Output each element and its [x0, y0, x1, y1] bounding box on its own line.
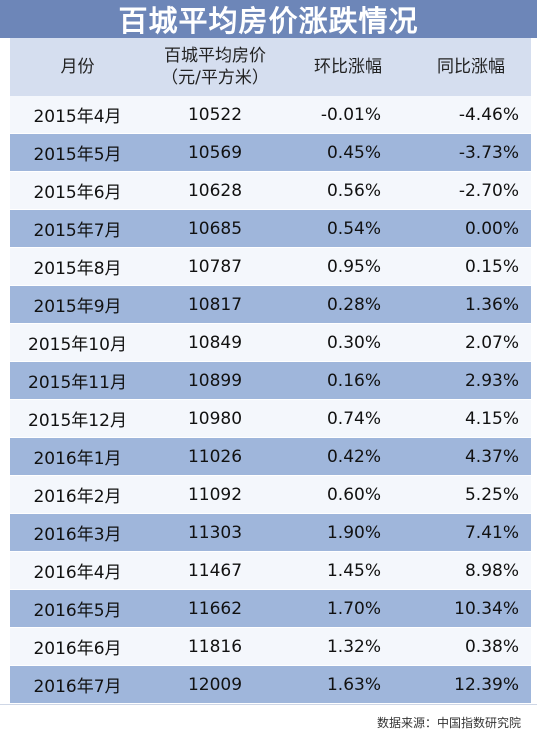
cell-yoy: -4.46%	[458, 104, 519, 125]
table-body: 2015年4月 10522 -0.01% -4.46% 2015年5月 10569 0.45…	[10, 96, 531, 704]
cell-yoy: 12.39%	[454, 674, 519, 695]
table-row: 2016年4月 11467 1.45% 8.98%	[10, 552, 531, 590]
cell-yoy: 10.34%	[454, 598, 519, 619]
cell-month: 2016年3月	[33, 525, 122, 545]
table-row: 2016年3月 11303 1.90% 7.41%	[10, 514, 531, 552]
header-mom-label: 环比涨幅	[314, 57, 382, 77]
cell-mom: 0.74%	[326, 408, 381, 429]
header-month-label: 月份	[60, 57, 95, 77]
cell-price: 10569	[187, 142, 243, 163]
table-row: 2016年1月 11026 0.42% 4.37%	[10, 438, 531, 476]
cell-month: 2015年5月	[33, 145, 122, 165]
table-row: 2015年9月 10817 0.28% 1.36%	[10, 286, 531, 324]
cell-price: 12009	[187, 674, 243, 695]
cell-price: 11662	[187, 598, 243, 619]
header-yoy-label: 同比涨幅	[437, 57, 505, 77]
page-title: 百城平均房价涨跌情况	[118, 4, 419, 38]
cell-yoy: 4.37%	[464, 446, 519, 467]
cell-price: 10628	[187, 180, 243, 201]
cell-price: 10522	[187, 104, 243, 125]
cell-yoy: 4.15%	[464, 408, 519, 429]
cell-mom: 1.32%	[326, 636, 381, 657]
table-row: 2016年2月 11092 0.60% 5.25%	[10, 476, 531, 514]
footer-divider	[0, 704, 537, 705]
table-row: 2015年11月 10899 0.16% 2.93%	[10, 362, 531, 400]
cell-price: 10817	[187, 294, 243, 315]
header-price-unit: （元/平方米）	[161, 68, 269, 88]
cell-yoy: -2.70%	[458, 180, 519, 201]
cell-mom: 0.45%	[326, 142, 381, 163]
cell-yoy: 8.98%	[464, 560, 519, 581]
cell-price: 11303	[187, 522, 243, 543]
header-yoy: 同比涨幅	[411, 38, 531, 96]
header-price-label: 百城平均房价	[164, 46, 266, 66]
cell-yoy: 1.36%	[464, 294, 519, 315]
table-row: 2016年7月 12009 1.63% 12.39%	[10, 666, 531, 704]
cell-yoy: 2.07%	[464, 332, 519, 353]
cell-month: 2016年4月	[33, 563, 122, 583]
cell-mom: 1.45%	[326, 560, 381, 581]
cell-mom: 1.90%	[326, 522, 381, 543]
cell-yoy: 0.15%	[464, 256, 519, 277]
cell-yoy: 5.25%	[464, 484, 519, 505]
cell-price: 10685	[187, 218, 243, 239]
cell-price: 11816	[187, 636, 243, 657]
cell-mom: 0.30%	[326, 332, 381, 353]
table-row: 2015年4月 10522 -0.01% -4.46%	[10, 96, 531, 134]
table-row: 2016年5月 11662 1.70% 10.34%	[10, 590, 531, 628]
table-row: 2015年12月 10980 0.74% 4.15%	[10, 400, 531, 438]
table-row: 2015年6月 10628 0.56% -2.70%	[10, 172, 531, 210]
cell-month: 2016年6月	[33, 639, 122, 659]
cell-month: 2016年2月	[33, 487, 122, 507]
cell-mom: 0.28%	[326, 294, 381, 315]
cell-price: 11026	[187, 446, 243, 467]
table-header: 月份 百城平均房价 （元/平方米） 环比涨幅 同比涨幅	[10, 38, 531, 96]
cell-mom: 0.60%	[326, 484, 381, 505]
cell-price: 10899	[187, 370, 243, 391]
table-row: 2015年5月 10569 0.45% -3.73%	[10, 134, 531, 172]
cell-price: 10849	[187, 332, 243, 353]
cell-month: 2015年4月	[33, 107, 122, 127]
table-row: 2015年7月 10685 0.54% 0.00%	[10, 210, 531, 248]
cell-mom: -0.01%	[320, 104, 381, 125]
cell-mom: 1.63%	[326, 674, 381, 695]
cell-mom: 1.70%	[326, 598, 381, 619]
cell-yoy: 7.41%	[464, 522, 519, 543]
cell-mom: 0.42%	[326, 446, 381, 467]
cell-yoy: -3.73%	[458, 142, 519, 163]
cell-month: 2015年6月	[33, 183, 122, 203]
title-bar: 百城平均房价涨跌情况	[0, 0, 537, 38]
cell-yoy: 0.00%	[464, 218, 519, 239]
cell-price: 10787	[187, 256, 243, 277]
cell-month: 2016年5月	[33, 601, 122, 621]
cell-mom: 0.16%	[326, 370, 381, 391]
table-row: 2016年6月 11816 1.32% 0.38%	[10, 628, 531, 666]
cell-price: 11092	[187, 484, 243, 505]
cell-mom: 0.95%	[326, 256, 381, 277]
cell-yoy: 2.93%	[464, 370, 519, 391]
cell-yoy: 0.38%	[464, 636, 519, 657]
cell-month: 2016年7月	[33, 677, 122, 697]
table-row: 2015年8月 10787 0.95% 0.15%	[10, 248, 531, 286]
cell-month: 2015年9月	[33, 297, 122, 317]
cell-mom: 0.56%	[326, 180, 381, 201]
cell-month: 2015年11月	[28, 373, 127, 393]
cell-month: 2015年10月	[28, 335, 127, 355]
cell-mom: 0.54%	[326, 218, 381, 239]
header-month: 月份	[10, 38, 145, 96]
cell-month: 2016年1月	[33, 449, 122, 469]
source-note: 数据来源：中国指数研究院	[376, 716, 521, 730]
header-price: 百城平均房价 （元/平方米）	[145, 38, 285, 96]
cell-month: 2015年7月	[33, 221, 122, 241]
table-row: 2015年10月 10849 0.30% 2.07%	[10, 324, 531, 362]
cell-price: 10980	[187, 408, 243, 429]
cell-month: 2015年12月	[28, 411, 127, 431]
cell-month: 2015年8月	[33, 259, 122, 279]
cell-price: 11467	[187, 560, 243, 581]
header-mom: 环比涨幅	[285, 38, 411, 96]
